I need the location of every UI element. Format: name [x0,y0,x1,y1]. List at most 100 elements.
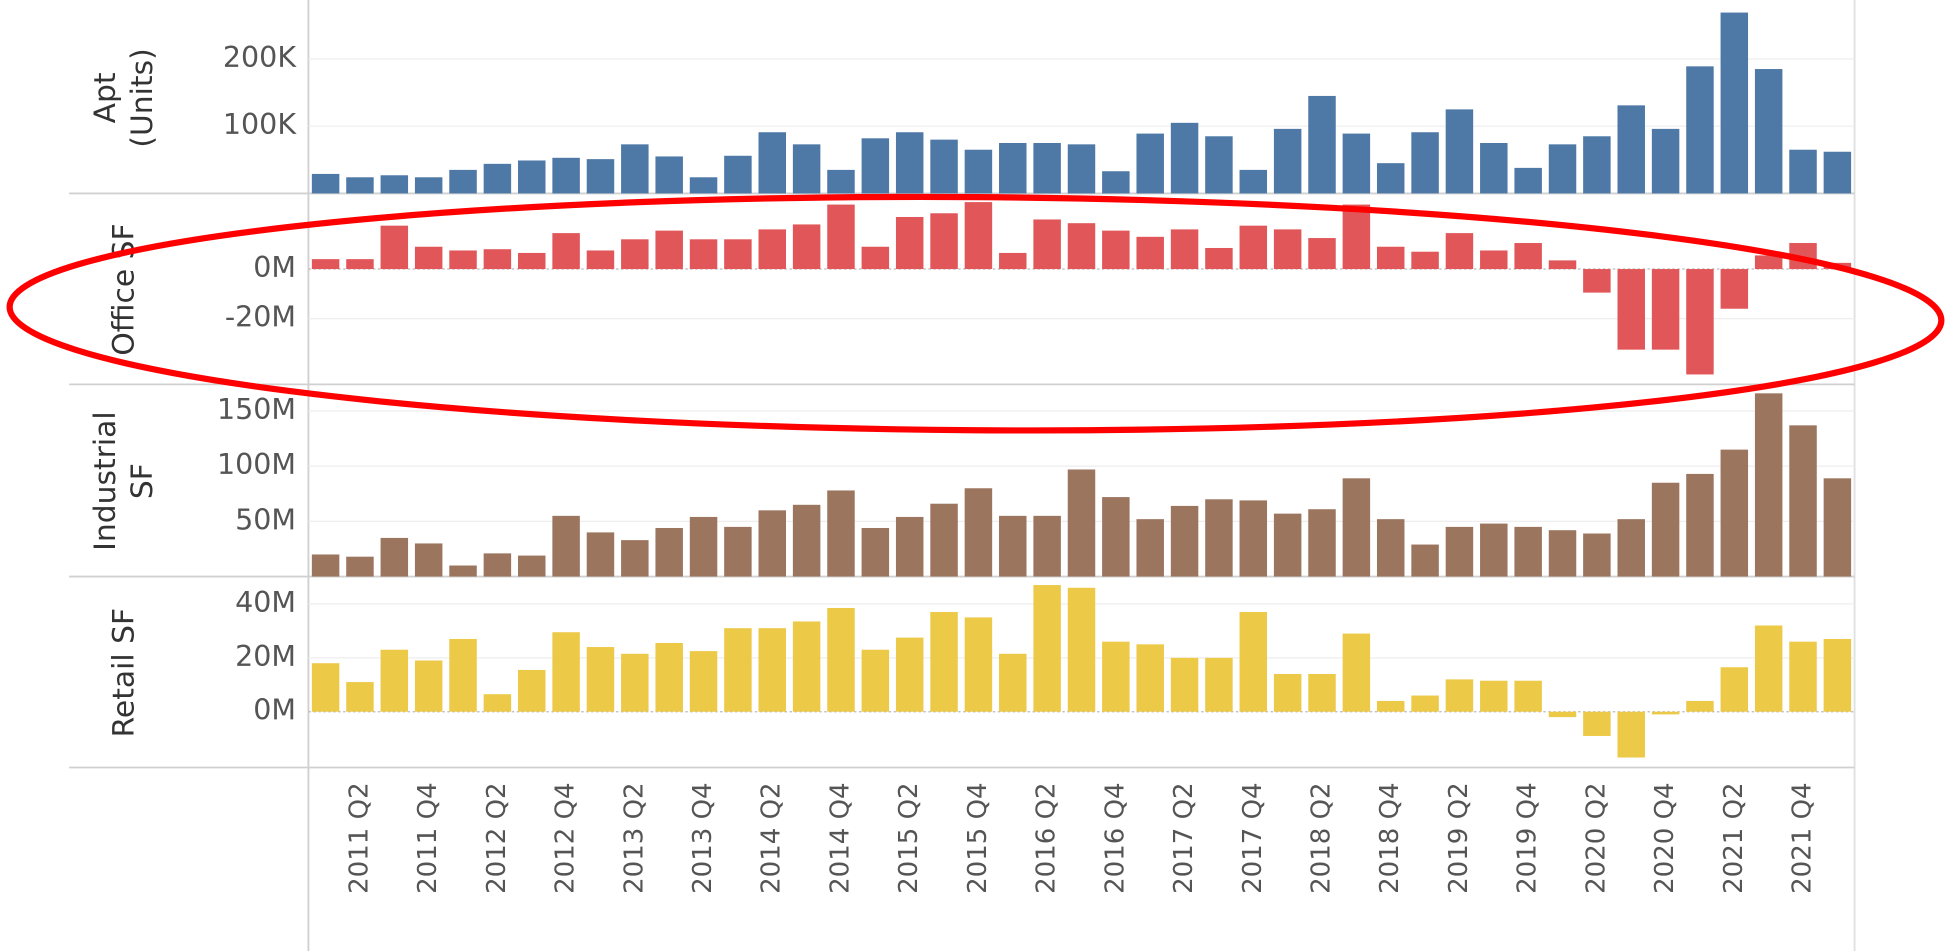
bar [1480,680,1508,712]
bar [346,259,374,270]
bar [1583,533,1611,577]
bar [1205,247,1233,270]
y-axis-title: Office SF [106,223,141,355]
bar [861,527,890,577]
bar [1686,269,1714,375]
bar [758,628,787,712]
x-tick-label: 2017 Q4 [1238,782,1268,894]
bar [895,132,924,194]
bar [999,653,1027,712]
bar [1789,425,1817,577]
bar [552,233,580,270]
bar [346,556,374,577]
bar [518,555,546,577]
bar [655,230,683,270]
bar [964,202,993,270]
bar [1033,585,1061,712]
x-tick-label: 2021 Q4 [1788,782,1818,894]
bar [724,239,752,270]
bar [380,225,409,270]
x-tick-label: 2015 Q2 [894,782,924,894]
bar [1033,142,1061,194]
bar [1617,711,1645,758]
bar [1136,236,1164,270]
bar [1514,243,1542,270]
y-tick-label: 50M [235,503,296,536]
x-tick-label: 2012 Q2 [482,782,512,894]
bar [1617,519,1645,577]
y-axis-title: Retail SF [106,608,141,738]
x-tick-label: 2021 Q2 [1719,782,1749,894]
bar [1583,269,1611,293]
bar [1376,163,1405,194]
bar [1651,269,1680,350]
bar [1445,679,1474,712]
bar [964,149,993,194]
bar [1445,233,1474,270]
bar [689,239,718,270]
bar [1273,128,1302,194]
bar [449,250,477,270]
bar [1376,246,1405,270]
bar [1136,519,1164,577]
bar [758,132,787,194]
bar [1411,251,1439,270]
bar [1376,700,1405,712]
x-tick-label: 2019 Q2 [1444,782,1474,894]
bar [1548,260,1577,270]
bar [449,638,477,712]
bar [1651,482,1680,577]
x-tick-label: 2016 Q2 [1032,782,1062,894]
y-tick-label: 100K [223,108,297,141]
bar [689,516,718,577]
bar [827,490,855,577]
bar [930,612,958,712]
bar [483,163,512,194]
bar [1308,509,1336,577]
bar [895,216,924,270]
bar [1754,69,1783,194]
bar [1754,255,1783,270]
bar [621,540,649,577]
bar [861,649,890,712]
bar [964,617,993,712]
bar [449,169,477,194]
bar [1686,66,1714,194]
bar [380,175,409,194]
bar [861,246,890,270]
bar [1720,667,1749,712]
x-tick-label: 2013 Q4 [688,782,718,894]
bar [689,651,718,712]
x-tick-label: 2013 Q2 [619,782,649,894]
bar [1720,269,1749,309]
bar [1548,530,1577,577]
x-tick-label: 2018 Q2 [1307,782,1337,894]
bar [1720,12,1749,194]
bar [1273,513,1302,577]
bar [1067,223,1096,270]
bar [483,694,512,712]
bar [311,554,340,577]
bar [621,653,649,712]
bar [414,177,443,194]
bar [1102,171,1130,194]
bar [1445,109,1474,194]
bar [999,515,1027,577]
y-axis-title: Apt [88,72,123,123]
y-tick-label: 200K [223,41,297,74]
bar [724,155,752,194]
bar [1273,673,1302,712]
bar [930,213,958,270]
bar [1754,625,1783,712]
bar [1480,250,1508,270]
bar [792,621,821,712]
bar [1136,644,1164,712]
bar [1548,144,1577,194]
bar [1170,229,1199,270]
bar [346,177,374,194]
bar [1789,641,1817,712]
bar [724,526,752,577]
bar [1823,151,1852,194]
bar [1617,269,1645,350]
